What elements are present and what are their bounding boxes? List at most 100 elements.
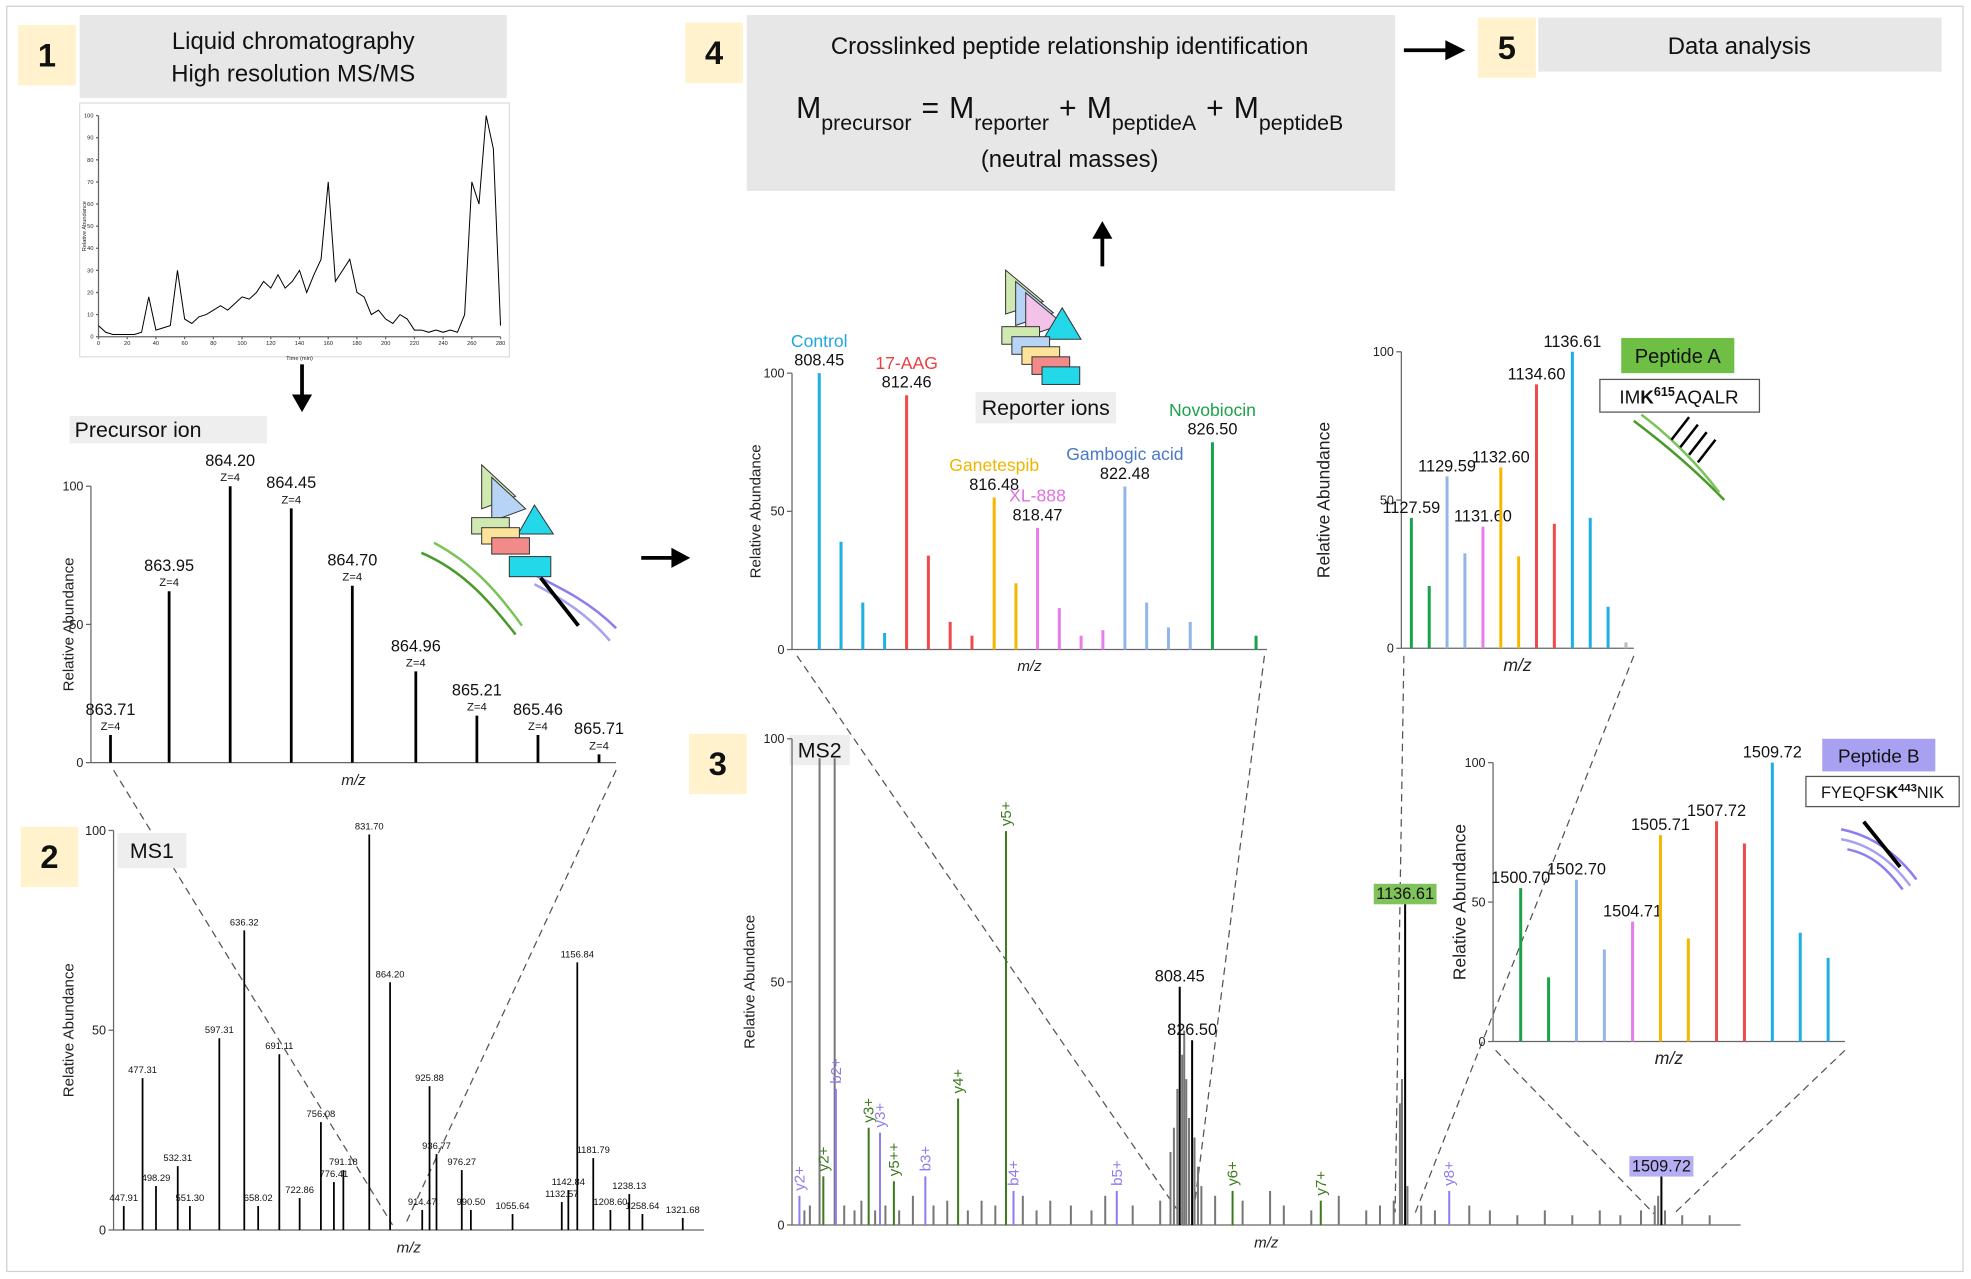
- peak-label: 914.47: [408, 1196, 437, 1207]
- chart-title: Reporter ions: [982, 396, 1110, 420]
- x-tick-label: 220: [410, 341, 419, 347]
- chart-title: MS1: [130, 839, 174, 863]
- peak-label: 864.96: [391, 637, 441, 655]
- icon-part: [533, 583, 611, 642]
- formula-base: M: [1087, 92, 1112, 125]
- fragment-label: y3+: [861, 1098, 878, 1123]
- seq-part: FYEQFS: [1821, 784, 1886, 802]
- x-tick-label: 40: [153, 341, 159, 347]
- charge-label: Z=4: [467, 702, 487, 714]
- x-tick-label: 240: [438, 341, 447, 347]
- peak-label: 658.02: [244, 1192, 273, 1203]
- icon-part: [1847, 848, 1904, 891]
- peak-label: 1509.72: [1632, 1157, 1691, 1175]
- zoom-line: [796, 655, 1177, 1209]
- step-title: Crosslinked peptide relationship identif…: [831, 33, 1308, 60]
- icon-part: [1670, 416, 1717, 464]
- charge-label: Z=4: [281, 494, 301, 506]
- step-title: Data analysis: [1668, 33, 1811, 60]
- formula-subscript: precursor: [821, 111, 911, 135]
- x-tick-label: 100: [237, 341, 246, 347]
- x-tick-label: 180: [352, 341, 361, 347]
- peak-label: 1258.64: [625, 1200, 659, 1211]
- peak-label: 532.31: [163, 1152, 192, 1163]
- y-tick-label: 80: [87, 158, 93, 164]
- y-tick-label: 10: [87, 313, 93, 319]
- arrows: [291, 40, 1466, 568]
- fragment-label: y8+: [1441, 1161, 1458, 1186]
- x-tick-label: 200: [381, 341, 390, 347]
- icon-part: [491, 537, 530, 555]
- peak-label: 936.77: [422, 1140, 451, 1151]
- formula-base: M: [1234, 92, 1259, 125]
- series-name: XL-888: [1009, 486, 1066, 506]
- y-tick-label: 50: [92, 1024, 106, 1038]
- peak-label: 1181.79: [577, 1144, 610, 1155]
- icon-part: [433, 541, 523, 627]
- peak-label: 812.46: [882, 374, 932, 392]
- peak-label: 1509.72: [1743, 744, 1802, 762]
- peak-label: 722.86: [285, 1184, 314, 1195]
- charge-label: Z=4: [406, 657, 426, 669]
- peptide-title: Peptide B: [1838, 746, 1920, 767]
- peak-label: 1156.84: [561, 948, 594, 959]
- seq-part: AQALR: [1675, 386, 1739, 407]
- peak-label: 691.11: [265, 1040, 293, 1051]
- x-tick-label: 120: [266, 341, 275, 347]
- peak-label: 865.21: [452, 682, 502, 700]
- chromatogram-trace: [98, 115, 502, 336]
- peak-label: 990.50: [456, 1196, 485, 1207]
- fragment-label: y2+: [815, 1146, 832, 1171]
- peptide-a-icon: [1633, 413, 1726, 501]
- formula-base: M: [796, 92, 821, 125]
- arrow-head: [1092, 221, 1113, 239]
- chromatogram-panel: [79, 102, 510, 358]
- seq-part: NIK: [1917, 784, 1944, 802]
- y-axis-label: Relative Abundance: [60, 557, 77, 691]
- peptide-sequence: FYEQFSK443NIK: [1821, 783, 1944, 802]
- step4-box: [746, 15, 1396, 191]
- x-tick-label: 80: [210, 341, 216, 347]
- x-axis-label: m/z: [1254, 1235, 1279, 1252]
- step1-box: [79, 15, 507, 98]
- step-title: High resolution MS/MS: [171, 61, 415, 88]
- site-position: 443: [1898, 783, 1917, 795]
- icon-part: [517, 504, 555, 535]
- y-axis-label: Relative Abundance: [82, 201, 88, 251]
- charge-label: Z=4: [528, 721, 548, 733]
- fragment-label: y3+: [872, 1103, 889, 1128]
- zoom-line: [1495, 1049, 1655, 1215]
- y-tick-label: 100: [85, 824, 106, 838]
- peak-label: 447.91: [109, 1192, 138, 1203]
- fragment-label: y5++: [886, 1142, 903, 1176]
- peak-label: 1507.72: [1687, 802, 1746, 820]
- y-tick-label: 50: [1380, 493, 1394, 507]
- y-tick-label: 30: [87, 268, 93, 274]
- formula-operator: +: [1059, 92, 1077, 125]
- sequence-box: [1599, 378, 1761, 413]
- num-box: [1478, 17, 1536, 78]
- peak-label: 816.48: [969, 476, 1019, 494]
- y-tick-label: 0: [99, 1223, 106, 1237]
- y-tick-label: 100: [764, 367, 785, 381]
- y-axis-label: Relative Abundance: [1314, 422, 1334, 578]
- x-tick-label: 260: [467, 341, 476, 347]
- charge-label: Z=4: [101, 721, 121, 733]
- peak-label: 808.45: [1155, 968, 1205, 986]
- peak-label: 1127.59: [1382, 499, 1440, 517]
- x-axis-label: m/z: [397, 1240, 422, 1257]
- charge-label: Z=4: [589, 740, 609, 752]
- icon-part: [1840, 838, 1912, 887]
- charge-label: Z=4: [159, 577, 179, 589]
- peak-label: 1502.70: [1547, 861, 1606, 879]
- formula-base: M: [949, 92, 974, 125]
- x-axis-label: m/z: [1017, 658, 1042, 675]
- sequence-box: [1805, 775, 1960, 808]
- title-box: [117, 832, 187, 869]
- peak-label: 498.29: [142, 1172, 171, 1183]
- peak-label: 1129.59: [1418, 457, 1476, 475]
- y-tick-label: 70: [87, 180, 93, 186]
- fragment-label: b2+: [828, 1058, 845, 1084]
- peak-label: 1136.61: [1543, 333, 1601, 351]
- peak-label: 1142.84: [552, 1176, 585, 1187]
